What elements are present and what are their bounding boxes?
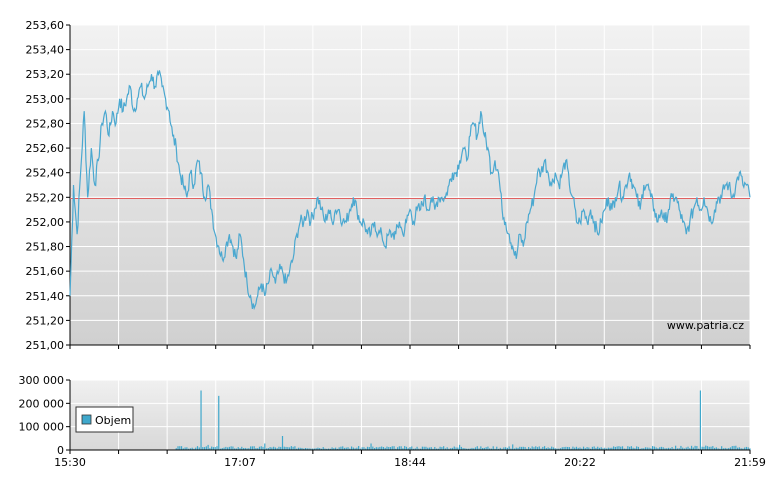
volume-y-tick-label: 200 000 (19, 397, 65, 410)
price-y-tick-label: 251,40 (26, 290, 65, 303)
price-y-tick-label: 252,00 (26, 216, 65, 229)
price-series-line (69, 69, 751, 311)
legend-label: Objem (95, 414, 131, 427)
volume-x-axis: 15:30 17:07 18:44 20:22 21:59 (54, 450, 766, 469)
x-tick-label: 15:30 (54, 456, 86, 469)
watermark: www.patria.cz (667, 319, 744, 332)
price-y-tick-label: 252,40 (26, 167, 65, 180)
volume-y-tick-label: 300 000 (19, 374, 65, 387)
price-y-tick-label: 253,00 (26, 93, 65, 106)
volume-legend: Objem (75, 406, 134, 433)
price-y-tick-label: 251,00 (26, 339, 65, 352)
price-x-ticks (69, 345, 751, 349)
price-y-tick-label: 253,40 (26, 44, 65, 57)
x-tick-label: 17:07 (224, 456, 256, 469)
volume-y-tick-label: 0 (57, 444, 64, 457)
price-y-tick-label: 251,20 (26, 314, 65, 327)
legend-swatch (81, 414, 92, 425)
volume-y-tick-label: 100 000 (19, 421, 65, 434)
price-y-tick-label: 251,60 (26, 265, 65, 278)
price-y-tick-label: 253,20 (26, 68, 65, 81)
x-tick-label: 20:22 (564, 456, 596, 469)
x-tick-label: 21:59 (734, 456, 766, 469)
price-y-tick-label: 252,80 (26, 117, 65, 130)
price-y-tick-label: 252,20 (26, 191, 65, 204)
x-tick-label: 18:44 (394, 456, 426, 469)
price-y-tick-label: 253,60 (26, 19, 65, 32)
price-y-tick-label: 252,60 (26, 142, 65, 155)
price-y-tick-label: 251,80 (26, 241, 65, 254)
